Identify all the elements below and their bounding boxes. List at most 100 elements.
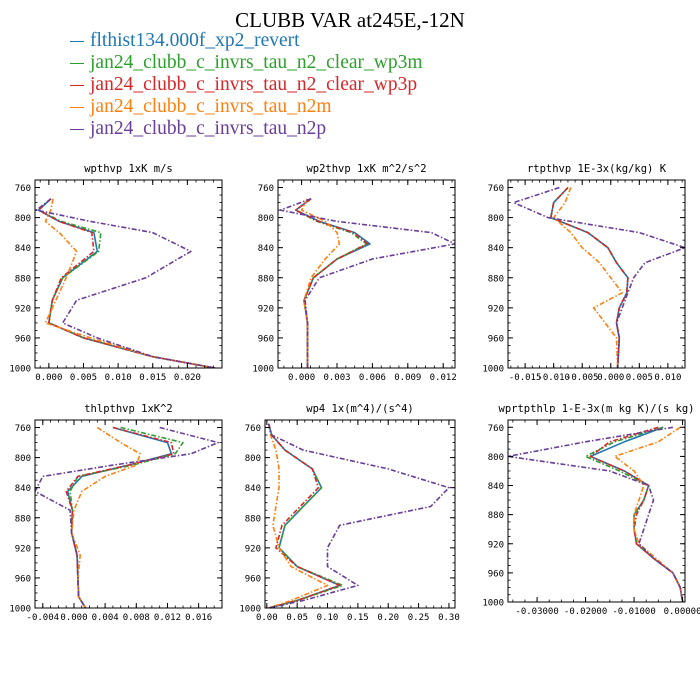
y-tick-label: 880 [488,274,504,284]
x-tick-label: -0.015 [509,373,542,383]
panel-title: wp4 1x(m^4)/(s^4) [306,403,413,415]
x-tick-label: 0.30 [438,613,460,623]
y-tick-label: 920 [245,544,261,554]
x-tick-label: -0.02000 [564,607,607,617]
chart-panel: wpthvp 1xK m/s 760 800 840 880 920 960 1000 0.00… [9,163,223,383]
x-tick-label: 0.000 [597,373,624,383]
x-tick-label: 0.000 [288,373,315,383]
panel-title: wpthvp 1xK m/s [84,163,173,175]
x-tick-label: -0.004 [27,613,60,623]
y-tick-label: 960 [258,334,274,344]
panel-frame [507,179,686,369]
y-tick-label: 840 [15,484,31,494]
x-tick-label: 0.009 [394,373,421,383]
series-group [508,426,684,602]
panel-title: rtpthvp 1E-3x(kg/kg) K [527,163,667,175]
y-tick-label: 800 [245,454,261,464]
series-line [66,426,173,608]
x-tick-label: 0.000 [60,613,87,623]
x-tick-label: 0.012 [154,613,181,623]
legend-entry: jan24_clubb_c_invrs_tau_n2m [70,96,332,118]
series-line [613,426,684,602]
series-line [294,198,369,368]
y-tick-label: 960 [15,574,31,584]
x-tick-label: 0.010 [654,373,681,383]
panel-frame [507,419,686,603]
series-line [549,186,629,368]
x-tick-label: 0.008 [123,613,150,623]
series-line [512,186,685,368]
series-line [70,426,141,608]
x-tick-label: 0.25 [408,613,430,623]
x-tick-label: 0.000 [35,373,62,383]
series-line [300,198,341,368]
y-tick-label: 760 [245,424,261,434]
series-group [35,426,219,608]
x-tick-label: 0.020 [174,373,201,383]
y-tick-label: 760 [15,424,31,434]
x-tick-label: 0.005 [626,373,653,383]
legend-label: jan24_clubb_c_invrs_tau_n2p [90,118,327,139]
series-line [35,426,219,608]
y-tick-label: 800 [15,214,31,224]
y-tick-label: 800 [258,214,274,224]
y-tick-label: 1000 [239,605,261,615]
y-tick-label: 760 [488,184,504,194]
x-tick-label: 0.00 [256,613,278,623]
series-line [44,198,216,368]
x-tick-label: 0.006 [359,373,386,383]
legend-entry: jan24_clubb_c_invrs_tau_n2p [70,118,326,140]
y-tick-label: 760 [488,424,504,434]
y-tick-label: 760 [258,184,274,194]
series-group [512,186,685,368]
y-tick-label: 1000 [9,365,31,375]
legend-swatch [70,41,84,43]
y-tick-label: 840 [15,244,31,254]
chart-panel: wp4 1x(m^4)/(s^4)76080084088092096010000… [239,403,459,623]
y-tick-label: 1000 [482,365,504,375]
y-tick-label: 920 [15,304,31,314]
panel-frame [34,419,223,609]
series-line [267,423,329,608]
y-tick-label: 920 [258,304,274,314]
panel-title: thlpthvp 1xK^2 [84,403,173,415]
chart-panel: rtpthvp 1E-3x(kg/kg) K 760 800 840 880 920 960… [482,163,686,383]
legend-label: jan24_clubb_c_invrs_tau_n2_clear_wp3p [90,74,418,95]
legend-swatch [70,107,84,109]
series-line [589,426,684,602]
y-tick-label: 1000 [482,599,504,609]
legend-label: jan24_clubb_c_invrs_tau_n2m [90,96,332,117]
x-tick-label: 0.10 [317,613,339,623]
x-tick-label: -0.005 [566,373,599,383]
y-tick-label: 960 [488,334,504,344]
legend-swatch [70,63,84,65]
series-line [267,423,341,608]
y-tick-label: 880 [15,274,31,284]
series-group [279,198,455,368]
y-tick-label: 800 [15,454,31,464]
y-tick-label: 760 [15,184,31,194]
panel-title: wprtpthlp 1-E-3x(m kg K)/(s kg) [499,403,695,415]
x-tick-label: -0.03000 [515,607,558,617]
chart-panel: wprtpthlp 1-E-3x(m kg K)/(s kg) 760 800 840… [482,403,700,617]
y-tick-label: 800 [488,214,504,224]
x-tick-label: 0.015 [139,373,166,383]
x-tick-label: 0.016 [185,613,212,623]
y-tick-label: 840 [245,484,261,494]
x-tick-label: 0.010 [105,373,132,383]
legend-entry: flthist134.000f_xp2_revert [70,30,300,52]
y-tick-label: 880 [488,511,504,521]
chart-panel: wp2thvp 1xK m^2/s^2 760 800 840 880 920 960 100… [252,163,456,383]
y-tick-label: 880 [258,274,274,284]
x-tick-label: 0.004 [92,613,119,623]
y-tick-label: 960 [488,569,504,579]
x-tick-label: 0.20 [377,613,399,623]
y-tick-label: 920 [488,540,504,550]
y-tick-label: 840 [488,244,504,254]
panel-frame [264,419,456,609]
x-tick-label: 0.15 [347,613,369,623]
y-tick-label: 840 [488,482,504,492]
panel-frame [34,179,223,369]
legend-label: jan24_clubb_c_invrs_tau_n2_clear_wp3m [90,52,423,73]
